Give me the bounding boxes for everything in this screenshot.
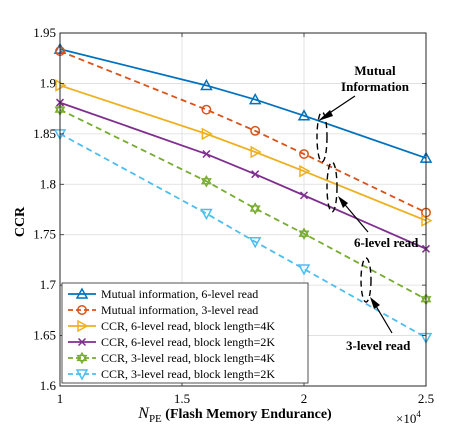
series-4-point	[251, 170, 260, 179]
legend-swatch-marker	[76, 351, 88, 365]
series-2-line	[59, 50, 427, 214]
arrowhead-mutual-information	[318, 110, 333, 121]
series-2-point	[201, 104, 212, 115]
legend-item-6: CCR, 3-level read, block length=2K	[68, 367, 275, 381]
annotation-6-level-read: 6-level read	[354, 235, 419, 250]
series-1-point	[248, 93, 262, 105]
series-6-line	[59, 133, 427, 339]
x-axis-label-rest: (Flash Memory Endurance)	[162, 407, 332, 422]
legend-label: Mutual information, 6-level read	[101, 287, 258, 301]
legend-box	[61, 282, 309, 384]
series-5-point	[298, 227, 310, 241]
legend-item-4: CCR, 6-level read, block length=2K	[68, 335, 275, 349]
legend-swatch-marker	[77, 319, 89, 333]
y-tick-label: 1.7	[40, 277, 57, 292]
axis-ticks: 1 1.5 2 2.5 1.6 1.65 1.7 1.75 1.8 1.85 1.9 1.95	[33, 25, 434, 406]
legend-label: Mutual information, 3-level read	[101, 303, 258, 317]
arrowhead-3-level-read	[370, 297, 380, 309]
legend-swatch-marker	[77, 337, 87, 347]
plot-frame	[59, 32, 427, 387]
annotation-arrows	[318, 95, 393, 334]
legend-label: CCR, 6-level read, block length=2K	[101, 335, 275, 349]
series-1-point	[200, 78, 213, 91]
series-5-point	[249, 202, 261, 215]
x-tick-label: 2	[301, 391, 308, 406]
series-6-point	[200, 208, 213, 221]
series-4-point	[299, 191, 309, 200]
ellipse-mutual-information	[316, 111, 328, 163]
series-1-line	[59, 48, 427, 159]
series-6	[53, 129, 433, 345]
series-3-point	[250, 145, 262, 159]
y-tick-label: 1.65	[33, 328, 56, 343]
series-3-line	[59, 84, 427, 222]
y-tick-label: 1.6	[40, 378, 57, 393]
annotation-mutual-information-line2: Information	[341, 79, 410, 94]
annotation-mutual-information-line1: Mutual	[354, 63, 396, 78]
series-6-point	[297, 264, 311, 276]
series-3-point	[299, 164, 311, 178]
series-5-point	[200, 174, 212, 188]
x-axis-label-main: N	[137, 405, 150, 422]
series-3-point	[201, 127, 213, 141]
series-4-point	[202, 149, 211, 159]
legend: Mutual information, 6-level read Mutual i…	[61, 282, 309, 384]
legend-swatch-marker	[75, 287, 89, 299]
annotation-ellipses	[316, 111, 372, 303]
x-multiplier-base: ×10	[396, 411, 416, 426]
y-tick-label: 1.75	[33, 227, 56, 242]
y-axis-label: CCR	[13, 206, 28, 237]
legend-items: Mutual information, 6-level read Mutual i…	[68, 287, 275, 381]
x-tick-label: 1	[57, 391, 64, 406]
legend-label: CCR, 3-level read, block length=4K	[101, 351, 275, 365]
ellipse-6-level-read	[326, 161, 338, 213]
x-axis-label-subscript: PE	[149, 413, 162, 425]
series-1-point	[297, 109, 311, 121]
series-2-point	[299, 149, 309, 159]
legend-item-5: CCR, 3-level read, block length=4K	[68, 351, 275, 365]
series-2-point	[250, 125, 261, 136]
x-multiplier-exponent: 4	[416, 409, 421, 419]
y-tick-label: 1.95	[33, 25, 56, 40]
legend-swatch-marker	[75, 369, 89, 381]
arrowhead-6-level-read	[338, 196, 348, 208]
legend-label: CCR, 6-level read, block length=4K	[101, 319, 275, 333]
annotation-3-level-read: 3-level read	[346, 338, 411, 353]
y-tick-label: 1.8	[40, 176, 56, 191]
x-tick-label: 1.5	[174, 391, 190, 406]
annotation-mutual-information: Mutual Information	[341, 63, 410, 94]
x-axis-label: NPE (Flash Memory Endurance)	[137, 405, 332, 425]
ellipse-3-level-read	[360, 257, 372, 303]
grid	[59, 32, 427, 387]
series-6-point	[248, 237, 262, 249]
legend-swatch-marker	[77, 305, 87, 315]
legend-item-2: Mutual information, 3-level read	[68, 303, 258, 317]
legend-item-1: Mutual information, 6-level read	[68, 287, 258, 301]
x-multiplier: ×104	[396, 409, 421, 426]
legend-item-3: CCR, 6-level read, block length=4K	[68, 319, 275, 333]
x-tick-label: 2.5	[418, 391, 434, 406]
legend-label: CCR, 3-level read, block length=2K	[101, 367, 275, 381]
y-tick-label: 1.9	[40, 75, 56, 90]
y-tick-label: 1.85	[33, 126, 56, 141]
